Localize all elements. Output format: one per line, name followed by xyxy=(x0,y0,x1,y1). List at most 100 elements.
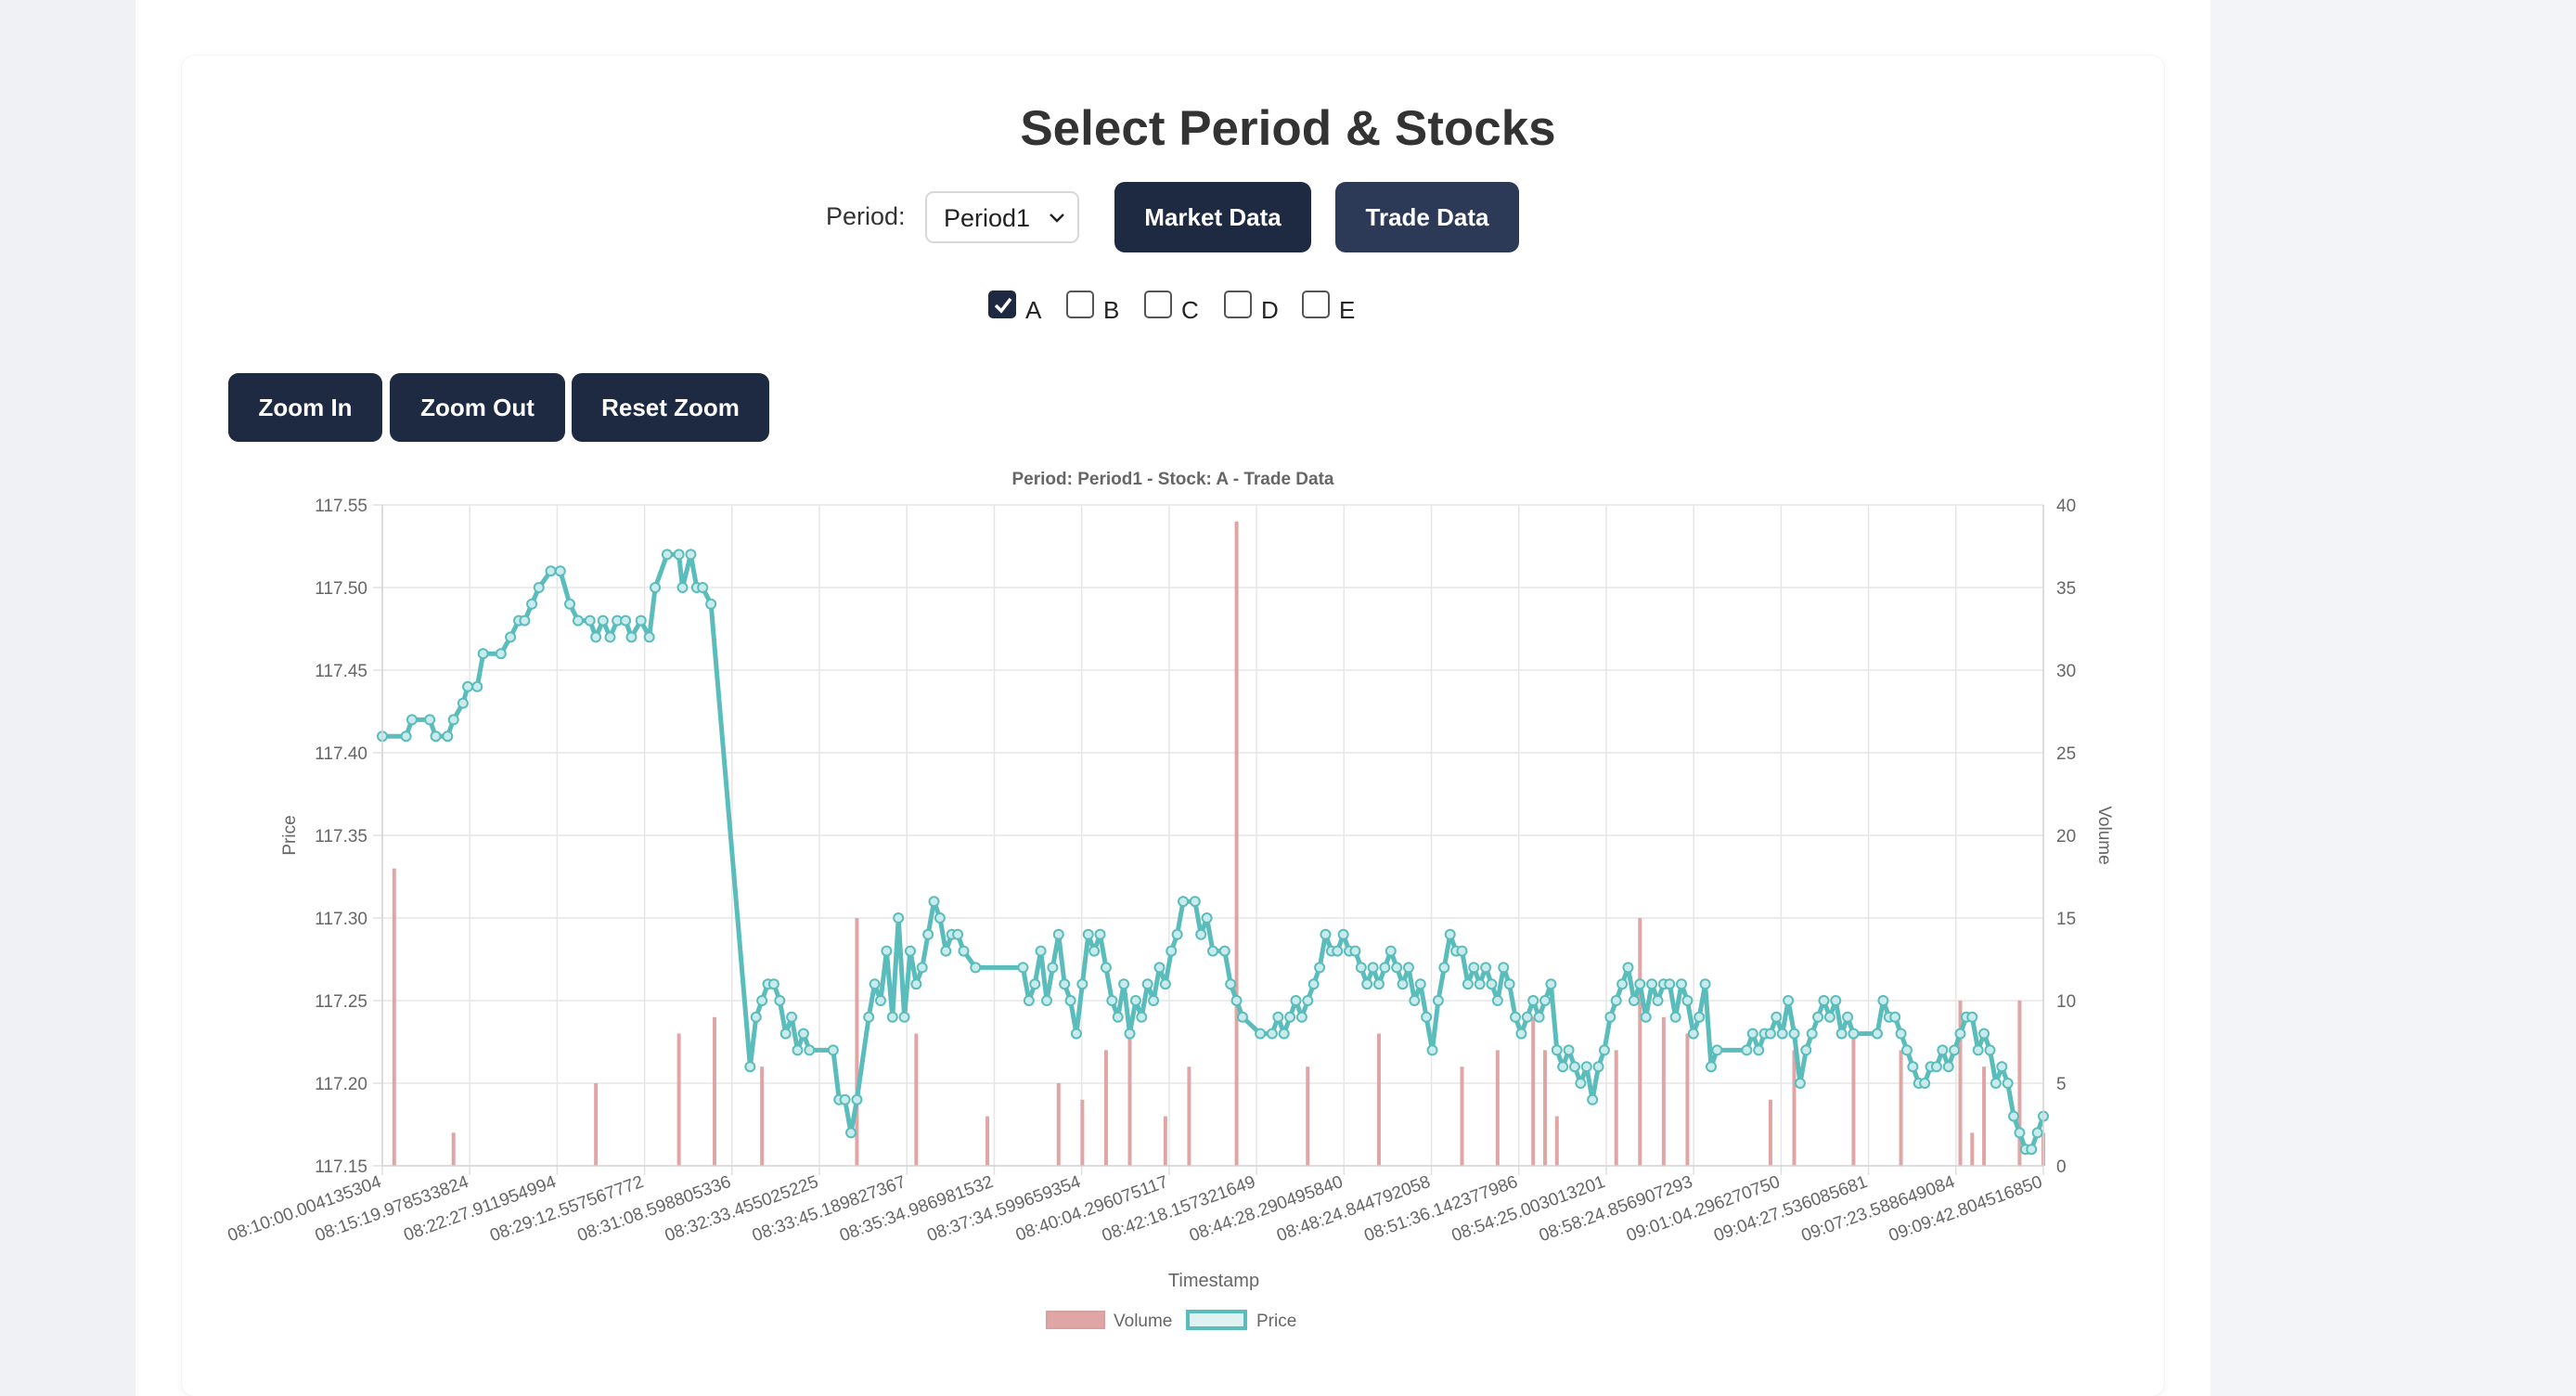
price-point xyxy=(1414,978,1426,990)
price-point xyxy=(1592,1061,1604,1073)
market-data-button[interactable]: Market Data xyxy=(1114,182,1311,252)
checkbox-a-box[interactable] xyxy=(988,291,1016,318)
volume-bar xyxy=(1958,1001,1963,1166)
checkbox-c-box[interactable] xyxy=(1144,291,1172,318)
price-point xyxy=(526,598,538,610)
x-tick-label: 09:04:27.536085681 xyxy=(1711,1172,1870,1246)
x-tick-label: 08:37:34.599659354 xyxy=(924,1172,1083,1247)
price-point xyxy=(1088,945,1101,957)
price-point xyxy=(625,631,638,643)
price-point xyxy=(786,1011,798,1023)
stock-checkbox-c[interactable]: C xyxy=(1144,286,1199,324)
price-point xyxy=(471,680,483,692)
x-tick-label: 09:01:04.296270750 xyxy=(1624,1172,1783,1246)
price-point xyxy=(1972,1044,1984,1056)
price-point xyxy=(1474,978,1486,990)
price-point xyxy=(1314,962,1326,974)
price-point xyxy=(1230,995,1243,1006)
price-point xyxy=(1218,945,1230,957)
price-point xyxy=(1332,945,1344,957)
price-point xyxy=(1426,1044,1438,1056)
reset-zoom-button[interactable]: Reset Zoom xyxy=(572,373,769,442)
price-point xyxy=(1557,1061,1569,1073)
price-point xyxy=(767,978,779,990)
volume-bar xyxy=(1851,1033,1856,1166)
y-left-tick-label: 117.45 xyxy=(315,662,367,681)
chart-legend[interactable]: Volume Price xyxy=(1046,1310,1296,1331)
x-tick-label: 08:33:45.189827367 xyxy=(750,1172,908,1246)
price-point xyxy=(1047,962,1059,974)
price-point xyxy=(1771,1011,1783,1023)
price-point xyxy=(1842,1011,1854,1023)
price-point xyxy=(1189,896,1201,908)
price-point xyxy=(430,730,442,743)
volume-bar xyxy=(1460,1066,1464,1166)
price-point xyxy=(1284,1011,1296,1023)
price-point xyxy=(1349,945,1361,957)
price-point xyxy=(1124,1028,1136,1040)
stock-checkbox-d[interactable]: D xyxy=(1224,286,1279,324)
price-point xyxy=(661,549,673,561)
price-point xyxy=(1421,1011,1433,1023)
volume-bar xyxy=(1768,1099,1772,1166)
period-select[interactable]: Period1 xyxy=(925,191,1079,243)
price-point xyxy=(462,680,474,692)
price-point xyxy=(970,962,982,974)
zoom-in-button[interactable]: Zoom In xyxy=(228,373,382,442)
y-axis-left-label: Price xyxy=(280,815,300,855)
y-left-tick-label: 117.25 xyxy=(315,992,367,1012)
price-point xyxy=(584,614,596,627)
price-point xyxy=(1136,1011,1148,1023)
price-point xyxy=(1076,978,1088,990)
price-point xyxy=(1835,1028,1848,1040)
price-point xyxy=(1462,978,1474,990)
price-point xyxy=(1278,1028,1290,1040)
price-point xyxy=(2008,1110,2020,1122)
volume-bar xyxy=(392,868,396,1166)
price-point xyxy=(934,912,946,924)
volume-bar xyxy=(1554,1116,1559,1166)
price-point xyxy=(533,582,545,593)
price-point xyxy=(554,565,566,577)
price-point xyxy=(863,1011,875,1023)
x-tick-label: 08:15:19.978533824 xyxy=(313,1172,471,1247)
price-point xyxy=(1491,995,1503,1006)
volume-bar xyxy=(1614,1050,1618,1166)
y-right-tick-label: 40 xyxy=(2056,497,2076,516)
checkbox-b-box[interactable] xyxy=(1066,291,1094,318)
stock-checkbox-a[interactable]: A xyxy=(988,286,1041,324)
x-tick-label: 08:42:18.157321649 xyxy=(1100,1172,1258,1246)
price-point xyxy=(851,1093,863,1105)
volume-bar xyxy=(1661,1016,1666,1166)
price-point xyxy=(1302,995,1314,1006)
price-point xyxy=(2026,1144,2038,1156)
price-point xyxy=(673,549,685,561)
price-point xyxy=(1598,1044,1610,1056)
price-point xyxy=(1510,1011,1522,1023)
volume-bar xyxy=(594,1083,599,1166)
price-point xyxy=(1444,928,1456,940)
price-point xyxy=(1788,1028,1800,1040)
price-point xyxy=(1355,962,1367,974)
price-point xyxy=(922,928,934,940)
volume-bar xyxy=(1543,1050,1547,1166)
y-right-tick-label: 15 xyxy=(2056,910,2076,929)
checkbox-c-label: C xyxy=(1181,295,1199,324)
price-point xyxy=(1563,1044,1575,1056)
price-point xyxy=(1551,1044,1563,1056)
checkbox-d-box[interactable] xyxy=(1224,291,1252,318)
volume-bar xyxy=(1080,1099,1085,1166)
zoom-out-button[interactable]: Zoom Out xyxy=(390,373,565,442)
price-point xyxy=(1806,1028,1818,1040)
checkbox-e-box[interactable] xyxy=(1302,291,1330,318)
volume-bars xyxy=(392,521,2045,1166)
y-left-tick-label: 117.30 xyxy=(315,910,367,929)
y-right-tick-label: 25 xyxy=(2056,744,2076,764)
price-point xyxy=(1746,1028,1758,1040)
trade-data-button[interactable]: Trade Data xyxy=(1335,182,1519,252)
stock-checkbox-b[interactable]: B xyxy=(1066,286,1119,324)
price-point xyxy=(1337,928,1349,940)
checkbox-e-label: E xyxy=(1339,295,1356,324)
stock-checkbox-e[interactable]: E xyxy=(1302,286,1356,324)
